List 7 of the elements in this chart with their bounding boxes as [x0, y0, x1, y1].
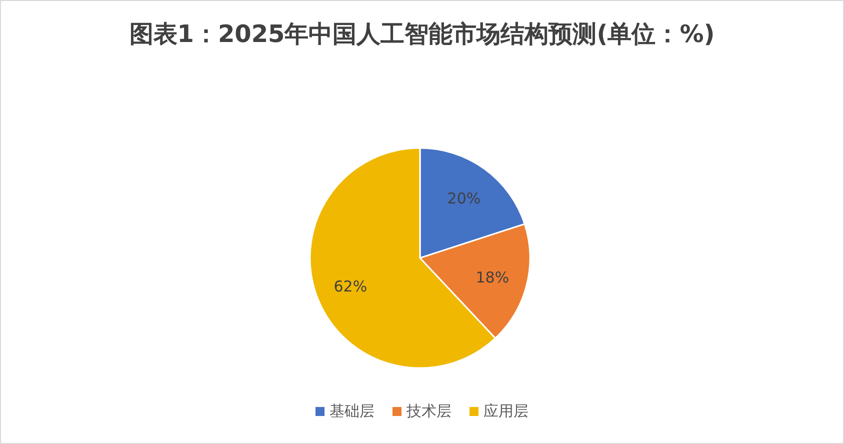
legend-label: 基础层	[330, 402, 374, 420]
data-label: 62%	[334, 278, 368, 296]
legend-label: 应用层	[484, 402, 528, 420]
data-label: 18%	[476, 268, 510, 287]
legend-label: 技术层	[406, 402, 452, 420]
data-label: 20%	[447, 189, 481, 208]
chart-title: 图表1：2025年中国人工智能市场结构预测(单位：%)	[129, 20, 715, 48]
